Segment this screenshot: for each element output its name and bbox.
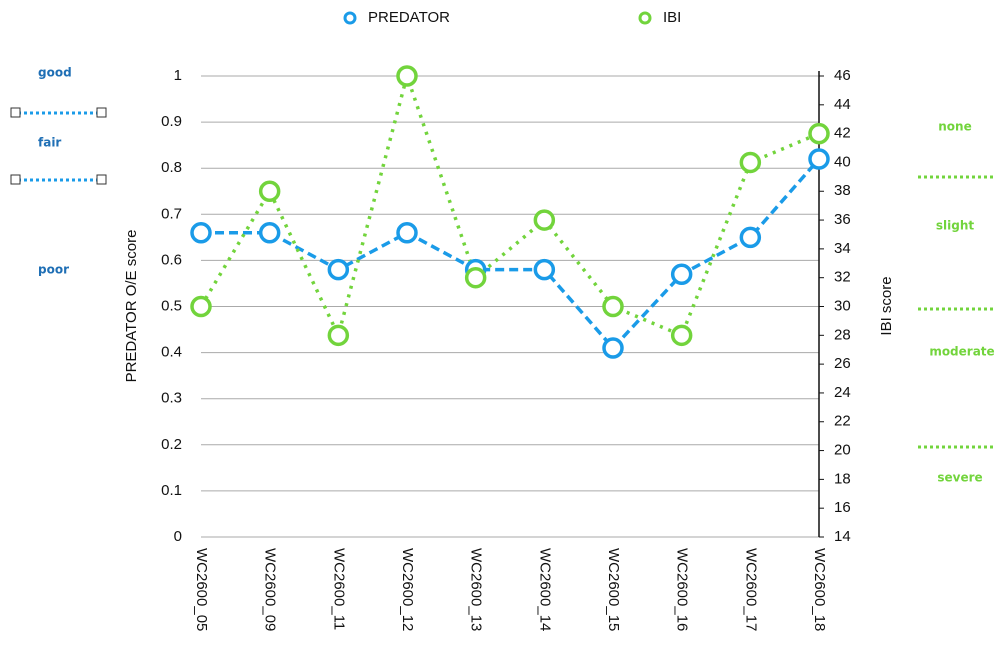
point (396, 65, 418, 87)
x-tick-label: WC2600_15 (605, 548, 622, 631)
y2-tick-label: 14 (834, 528, 851, 545)
y-tick-label: 0.9 (161, 113, 182, 130)
y-tick-label: 0.4 (161, 344, 182, 361)
y2-tick-label: 32 (834, 269, 851, 286)
series-line (201, 157, 821, 351)
y-axis-label: PREDATOR O/E score (123, 230, 140, 383)
y2-tick-label: 42 (834, 125, 851, 142)
x-tick-label: WC2600_16 (674, 548, 691, 631)
point (808, 122, 830, 145)
y2-tick-label: 24 (834, 384, 851, 401)
point (602, 295, 624, 318)
x-tick-label: WC2600_09 (262, 548, 279, 631)
point (327, 258, 350, 281)
legend-label: IBI (663, 9, 681, 26)
y-tick-label: 0.7 (161, 205, 182, 222)
y2-tick-label: 34 (834, 240, 851, 257)
legend-label: PREDATOR (368, 9, 450, 26)
annotation: good (38, 66, 72, 80)
y-tick-label: 0.2 (161, 436, 182, 453)
y2-axis-label: IBI score (878, 276, 895, 335)
series-line (199, 69, 820, 341)
threshold-lines (918, 175, 996, 449)
y-tick-label: 0.3 (161, 390, 182, 407)
point (258, 180, 281, 202)
point (533, 258, 556, 281)
y2-tick-label: 36 (834, 211, 851, 228)
y2-tick-label: 22 (834, 413, 851, 430)
y2-tick-label: 44 (834, 96, 851, 113)
point (258, 221, 281, 244)
y-tick-label: 0.1 (161, 482, 182, 499)
annotation: none (938, 120, 971, 134)
legend-marker (343, 11, 357, 25)
point (396, 221, 418, 244)
point (602, 337, 624, 359)
x-tick-label: WC2600_12 (399, 548, 416, 631)
threshold-markers (10, 107, 107, 185)
legend-marker (638, 11, 652, 25)
y-tick-label: 0.8 (161, 159, 182, 176)
point (739, 151, 762, 174)
y2-tick-label: 16 (834, 499, 851, 516)
y2-tick-label: 40 (834, 153, 851, 170)
y-tick-label: 0.6 (161, 251, 182, 268)
y2-tick-label: 28 (834, 326, 851, 343)
point (808, 148, 830, 170)
point (670, 263, 693, 285)
point (670, 324, 693, 347)
point (533, 209, 556, 231)
annotation: severe (937, 471, 982, 485)
point (464, 266, 487, 289)
x-tick-label: WC2600_11 (330, 548, 347, 630)
x-tick-label: WC2600_13 (468, 548, 485, 631)
y2-tick-label: 26 (834, 355, 851, 372)
point (190, 295, 212, 318)
y-tick-label: 0.5 (161, 297, 182, 314)
annotation: slight (936, 219, 975, 233)
annotation: moderate (929, 345, 994, 359)
y2-tick-label: 30 (834, 297, 851, 314)
x-tick-label: WC2600_17 (742, 548, 759, 631)
x-tick-label: WC2600_14 (536, 548, 553, 631)
x-tick-label: WC2600_18 (811, 548, 828, 631)
y2-tick-label: 38 (834, 182, 851, 199)
annotation: fair (38, 136, 61, 150)
point (190, 221, 212, 244)
point (327, 324, 350, 347)
y2-tick-label: 20 (834, 442, 851, 459)
y-tick-label: 0 (174, 528, 182, 545)
x-tick-label: WC2600_05 (193, 548, 210, 631)
y2-tick-label: 18 (834, 470, 851, 487)
point (739, 226, 762, 249)
y-tick-label: 1 (174, 67, 182, 84)
y2-tick-label: 46 (834, 67, 851, 84)
annotation: poor (38, 263, 69, 277)
